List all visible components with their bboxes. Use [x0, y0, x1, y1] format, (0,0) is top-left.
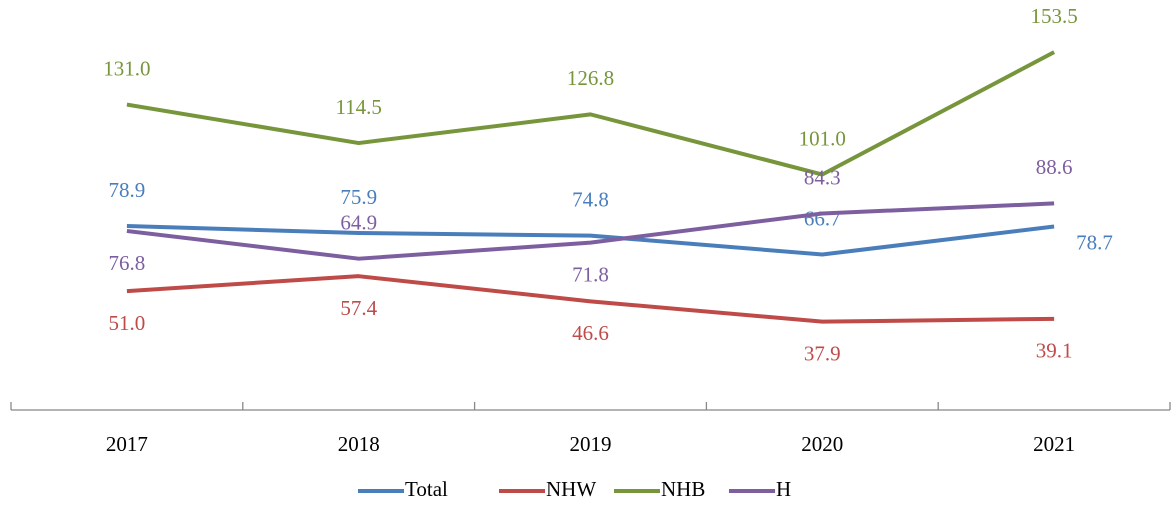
- data-label: 39.1: [1036, 339, 1073, 363]
- legend-label: NHW: [546, 477, 596, 501]
- data-label: 78.7: [1076, 230, 1113, 254]
- data-label: 71.8: [572, 262, 609, 286]
- data-label: 74.8: [572, 187, 609, 211]
- data-label: 64.9: [340, 211, 377, 235]
- series-line: [126, 274, 1055, 324]
- series-line: [126, 201, 1055, 261]
- data-label: 37.9: [804, 341, 841, 365]
- data-label: 51.0: [109, 311, 146, 335]
- data-label: 101.0: [799, 126, 846, 150]
- data-label: 78.9: [109, 178, 146, 202]
- data-label: 66.7: [804, 206, 841, 230]
- data-label: 126.8: [567, 66, 614, 90]
- data-label: 75.9: [340, 185, 377, 209]
- series-line: [126, 50, 1056, 177]
- legend-label: H: [776, 477, 791, 501]
- x-tick-label: 2020: [801, 432, 843, 456]
- data-label: 153.5: [1030, 4, 1077, 28]
- data-label: 57.4: [340, 296, 377, 320]
- data-label: 114.5: [335, 95, 381, 119]
- data-label: 84.3: [804, 165, 841, 189]
- x-tick-label: 2019: [570, 432, 612, 456]
- legend-label: NHB: [661, 477, 705, 501]
- data-label: 88.6: [1036, 155, 1073, 179]
- x-tick-label: 2017: [106, 432, 148, 456]
- data-label: 76.8: [109, 251, 146, 275]
- data-label: 131.0: [103, 56, 150, 80]
- series-line: [126, 224, 1055, 257]
- legend-label: Total: [405, 477, 448, 501]
- data-label: 46.6: [572, 321, 609, 345]
- x-tick-label: 2021: [1033, 432, 1075, 456]
- x-tick-label: 2018: [338, 432, 380, 456]
